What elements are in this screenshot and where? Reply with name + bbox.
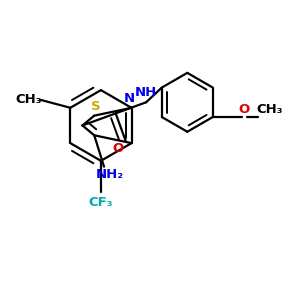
Text: N: N [124, 92, 135, 106]
Text: CF₃: CF₃ [89, 196, 113, 208]
Text: NH: NH [135, 86, 157, 99]
Text: S: S [92, 100, 101, 113]
Text: O: O [112, 142, 124, 155]
Text: CH₃: CH₃ [16, 93, 42, 106]
Text: CH₃: CH₃ [256, 103, 283, 116]
Text: NH₂: NH₂ [96, 168, 124, 181]
Text: O: O [238, 103, 250, 116]
